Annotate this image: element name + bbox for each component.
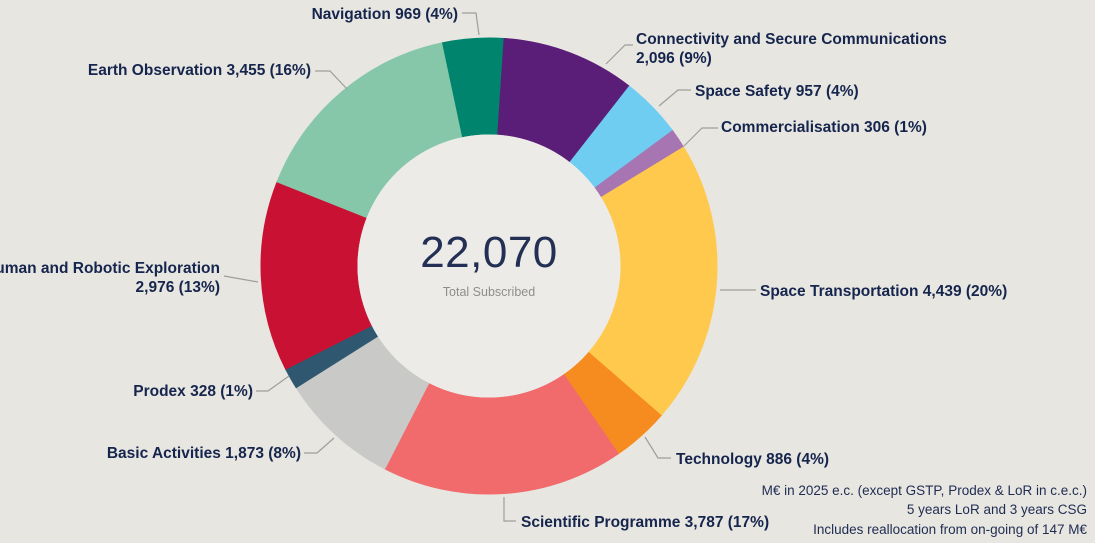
leader-line-9 xyxy=(223,275,259,283)
leader-line-3 xyxy=(683,127,718,147)
slice-label-technology: Technology 886 (4%) xyxy=(676,451,830,468)
footnote-line-2: 5 years LoR and 3 years CSG xyxy=(906,502,1087,517)
leader-line-10 xyxy=(315,70,348,90)
donut-slice-scientific-programme[interactable] xyxy=(384,374,620,495)
leader-line-8 xyxy=(256,375,290,392)
chart-footnotes: M€ in 2025 e.c. (except GSTP, Prodex & L… xyxy=(762,481,1087,540)
leader-line-1 xyxy=(605,44,633,65)
slice-label-human-robotic-exploration: Human and Robotic Exploration 2,976 (13%… xyxy=(0,260,220,296)
leader-line-2 xyxy=(658,89,691,107)
slice-label-scientific-programme: Scientific Programme 3,787 (17%) xyxy=(521,514,770,531)
footnote-line-1: M€ in 2025 e.c. (except GSTP, Prodex & L… xyxy=(761,482,1087,498)
donut-hole xyxy=(357,134,621,398)
total-subscribed-caption: Total Subscribed xyxy=(442,285,536,299)
leader-line-5 xyxy=(644,436,671,459)
slice-label-prodex: Prodex 328 (1%) xyxy=(133,383,253,400)
slice-label-navigation: Navigation 969 (4%) xyxy=(311,6,458,23)
footnote-line-3: Includes reallocation from on-going of 1… xyxy=(813,521,1087,537)
leader-line-7 xyxy=(304,437,335,454)
slice-label-space-transportation: Space Transportation 4,439 (20%) xyxy=(760,283,1008,300)
donut-slice-space-transportation[interactable] xyxy=(587,146,718,417)
slice-label-earth-observation: Earth Observation 3,455 (16%) xyxy=(87,62,311,79)
slice-label-connectivity: Connectivity and Secure Communications 2… xyxy=(636,31,947,67)
total-subscribed-value: 22,070 xyxy=(420,228,558,277)
slice-label-space-safety: Space Safety 957 (4%) xyxy=(695,83,859,100)
leader-line-6 xyxy=(503,497,516,522)
donut-slice-earth-observation[interactable] xyxy=(276,42,463,218)
chart-center-label: 22,070 Total Subscribed xyxy=(339,228,639,299)
leader-line-0 xyxy=(462,12,480,36)
slice-label-basic-activities: Basic Activities 1,873 (8%) xyxy=(106,445,301,462)
slice-label-commercialisation: Commercialisation 306 (1%) xyxy=(721,119,927,136)
